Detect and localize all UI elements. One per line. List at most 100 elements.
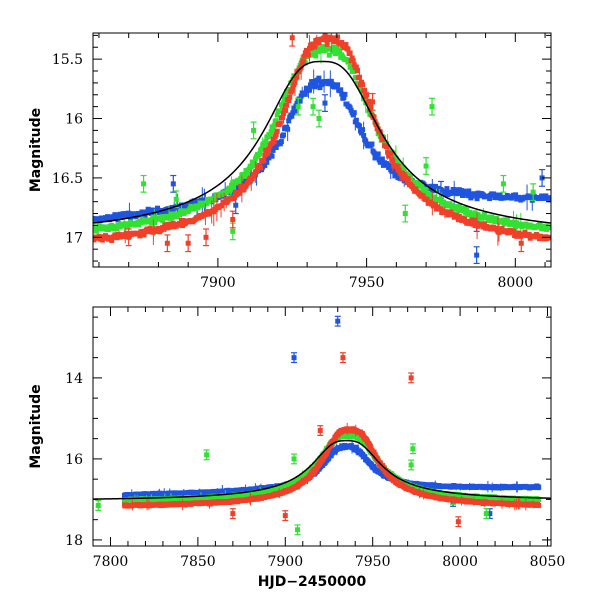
data-point <box>423 186 429 192</box>
data-point <box>400 165 406 171</box>
data-point <box>141 232 147 238</box>
data-point <box>514 233 520 239</box>
data-point <box>312 50 318 56</box>
model-curve <box>93 439 551 500</box>
data-point <box>313 82 319 88</box>
outlier-point <box>282 513 288 519</box>
data-point <box>286 98 292 104</box>
outlier-point <box>340 355 346 361</box>
data-point <box>283 94 289 100</box>
outlier-point <box>455 519 461 525</box>
outlier-point <box>317 428 323 434</box>
data-point <box>250 162 256 168</box>
data-point <box>379 156 385 162</box>
data-point <box>473 214 479 220</box>
data-point <box>445 212 451 218</box>
data-point <box>251 159 257 165</box>
data-point <box>191 198 197 204</box>
x-tick-label: 7900 <box>267 554 303 570</box>
data-point <box>377 159 383 165</box>
data-point <box>371 114 377 120</box>
x-tick-label: 7850 <box>180 554 216 570</box>
outlier-point <box>230 216 236 222</box>
data-point <box>337 48 343 54</box>
series-1-points <box>95 430 542 536</box>
data-point <box>120 211 126 217</box>
data-point <box>348 64 354 70</box>
y-axis-label: Magnitude <box>28 384 44 468</box>
data-point <box>492 219 498 225</box>
data-point <box>266 146 272 152</box>
data-point <box>273 132 279 138</box>
outlier-point <box>322 100 328 106</box>
data-point <box>326 52 332 58</box>
data-point <box>375 151 381 157</box>
data-point <box>316 40 322 46</box>
bottom-panel: 7800 7850 7900 7950 8000 8050 14 16 18 Magnitude H… <box>28 306 565 590</box>
y-tick-label: 15.5 <box>52 52 83 68</box>
data-point <box>277 108 283 114</box>
data-point <box>318 47 324 53</box>
y-tick-label: 16 <box>65 452 83 468</box>
data-point <box>350 58 356 64</box>
data-point <box>261 158 267 164</box>
outlier-point <box>230 228 236 234</box>
series-0-points <box>93 69 551 265</box>
data-point <box>386 153 392 159</box>
data-point <box>169 215 175 221</box>
data-point <box>265 150 271 156</box>
outlier-point <box>230 511 236 517</box>
data-point <box>274 128 280 134</box>
data-point <box>353 117 359 123</box>
data-point <box>353 64 359 70</box>
data-point <box>259 146 265 152</box>
data-point <box>347 50 353 56</box>
data-point <box>481 211 487 217</box>
data-point <box>313 53 319 59</box>
data-point <box>536 502 542 508</box>
x-tick-label: 7950 <box>349 275 385 291</box>
data-point <box>536 484 542 490</box>
data-point <box>361 132 367 138</box>
data-point <box>464 207 470 213</box>
data-point <box>297 98 303 104</box>
data-point <box>339 40 345 46</box>
data-point <box>405 176 411 182</box>
data-point <box>264 159 270 165</box>
data-point <box>363 138 369 144</box>
outlier-point <box>518 240 524 246</box>
data-point <box>341 95 347 101</box>
data-point <box>192 206 198 212</box>
data-point <box>338 87 344 93</box>
data-point <box>242 173 248 179</box>
data-point <box>380 136 386 142</box>
outlier-point <box>126 234 132 240</box>
data-point <box>359 79 365 85</box>
data-point <box>328 78 334 84</box>
data-point <box>145 206 151 212</box>
x-tick-label: 7800 <box>93 554 129 570</box>
data-point <box>396 167 402 173</box>
outlier-point <box>316 116 322 122</box>
data-point <box>390 158 396 164</box>
data-point <box>394 164 400 170</box>
data-point <box>148 220 154 226</box>
data-point <box>280 100 286 106</box>
data-point <box>347 105 353 111</box>
data-point <box>360 82 366 88</box>
data-point <box>489 214 495 220</box>
data-point <box>384 144 390 150</box>
data-point <box>232 194 238 200</box>
outlier-point <box>530 189 536 195</box>
data-point <box>310 41 316 47</box>
data-point <box>369 141 375 147</box>
data-point <box>262 143 268 149</box>
data-point <box>263 139 269 145</box>
data-point <box>547 197 551 203</box>
data-point <box>371 150 377 156</box>
data-point <box>454 191 460 197</box>
data-point <box>270 147 276 153</box>
data-point <box>280 132 286 138</box>
data-point <box>262 162 268 168</box>
data-point <box>536 496 542 502</box>
